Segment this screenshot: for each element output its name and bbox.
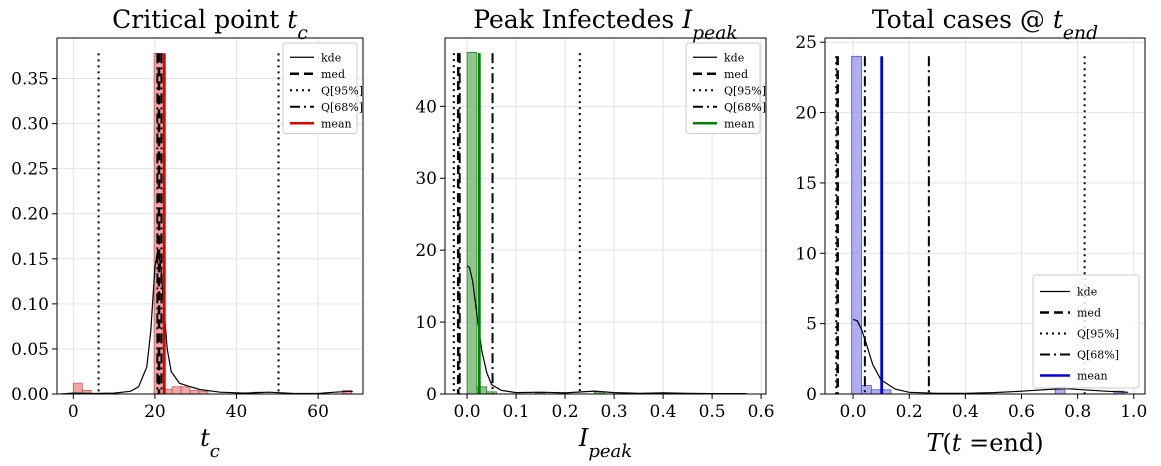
y-tick-label: 0 <box>806 385 817 405</box>
histogram-bar <box>198 390 209 394</box>
kde-line <box>61 249 353 394</box>
legend-label: Q[68%] <box>724 101 766 114</box>
legend-label: Q[95%] <box>321 84 363 97</box>
histogram-bar <box>171 386 182 394</box>
histogram-bar <box>851 55 862 394</box>
chart-title: Total cases @ tend <box>872 5 1098 44</box>
y-tick-label: 20 <box>415 241 437 261</box>
x-tick-label: 0.8 <box>1064 402 1091 422</box>
chart-panel-1: 0 20 40 60 0.00 0.05 0.10 0.15 0.20 0.25 0.30 0.35 C… <box>11 5 364 462</box>
axes-frame <box>824 37 1146 395</box>
y-tick-label: 25 <box>795 33 817 53</box>
y-tick-label: 40 <box>415 97 437 117</box>
x-axis-label: T(t =end) <box>926 429 1043 457</box>
legend-label: med <box>1077 307 1101 320</box>
plot-area <box>452 51 747 394</box>
legend-label: Q[95%] <box>1077 328 1119 341</box>
histogram-bar <box>180 386 191 394</box>
x-tick-label: 0.2 <box>552 402 579 422</box>
y-tick-label: 0.35 <box>11 70 49 90</box>
x-tick-label: 0.1 <box>503 402 530 422</box>
histogram-bar <box>486 391 497 394</box>
legend-box <box>1032 274 1140 389</box>
legend-label: med <box>321 68 345 81</box>
legend: kde med Q[95%] Q[68%] mean <box>282 42 363 134</box>
x-tick-label: 0.0 <box>840 402 867 422</box>
x-tick-label: 0.0 <box>454 402 481 422</box>
plot-area <box>835 55 1129 394</box>
histogram-bar <box>72 382 83 394</box>
axes-frame <box>444 37 767 395</box>
chart-panel-3: 0.0 0.2 0.4 0.6 0.8 1.0 0 5 10 15 20 25 Total cases … <box>795 5 1147 457</box>
x-tick-label: 0.3 <box>601 402 628 422</box>
histogram-bar <box>189 389 200 394</box>
axes-frame <box>56 37 364 395</box>
x-tick-label: 20 <box>144 402 166 422</box>
x-tick-label: 0.5 <box>699 402 726 422</box>
y-tick-label: 15 <box>795 174 817 194</box>
y-tick-label: 30 <box>415 169 437 189</box>
legend-label: kde <box>1077 286 1097 299</box>
y-tick-label: 10 <box>795 244 817 264</box>
x-axis-label: tc <box>200 424 220 462</box>
y-tick-label: 0.05 <box>11 340 49 360</box>
legend-label: Q[68%] <box>321 101 363 114</box>
y-tick-label: 5 <box>806 315 817 335</box>
histogram-bar <box>466 51 478 394</box>
plot-area <box>61 52 353 394</box>
y-tick-label: 0.25 <box>11 160 49 180</box>
legend-label: mean <box>724 117 755 130</box>
x-axis-label: Ipeak <box>578 424 632 462</box>
legend-label: Q[68%] <box>1077 349 1119 362</box>
legend-label: kde <box>321 51 341 64</box>
legend-label: mean <box>321 117 352 130</box>
y-tick-label: 10 <box>415 313 437 333</box>
legend-box <box>282 42 358 134</box>
x-tick-label: 60 <box>307 402 329 422</box>
kde-line <box>466 265 747 394</box>
legend-label: mean <box>1077 370 1108 383</box>
legend-label: med <box>724 68 748 81</box>
x-tick-label: 40 <box>226 402 248 422</box>
histogram-bar <box>870 389 882 394</box>
histogram-bar <box>861 385 872 394</box>
x-tick-label: 0.6 <box>748 402 775 422</box>
legend-box <box>685 42 761 134</box>
x-tick-label: 0.2 <box>896 402 923 422</box>
y-tick-label: 0.00 <box>11 385 49 405</box>
legend: kde med Q[95%] Q[68%] mean <box>1032 274 1140 389</box>
legend-label: Q[95%] <box>724 84 766 97</box>
x-tick-label: 1.0 <box>1120 402 1147 422</box>
y-tick-label: 0 <box>426 385 437 405</box>
x-tick-label: 0.4 <box>650 402 677 422</box>
x-tick-label: 0 <box>68 402 79 422</box>
x-tick-label: 0.6 <box>1008 402 1035 422</box>
chart-panel-2: 0.0 0.1 0.2 0.3 0.4 0.5 0.6 0 10 20 30 40 Peak Infec… <box>415 5 774 462</box>
legend: kde med Q[95%] Q[68%] mean <box>685 42 766 134</box>
y-tick-label: 0.10 <box>11 295 49 315</box>
legend-label: kde <box>724 51 744 64</box>
y-tick-label: 0.20 <box>11 205 49 225</box>
x-tick-label: 0.4 <box>952 402 979 422</box>
chart-title: Critical point tc <box>112 5 308 44</box>
y-tick-label: 0.15 <box>11 250 49 270</box>
y-tick-label: 20 <box>795 104 817 124</box>
chart-title: Peak Infectedes Ipeak <box>473 5 737 44</box>
y-tick-label: 0.30 <box>11 115 49 135</box>
